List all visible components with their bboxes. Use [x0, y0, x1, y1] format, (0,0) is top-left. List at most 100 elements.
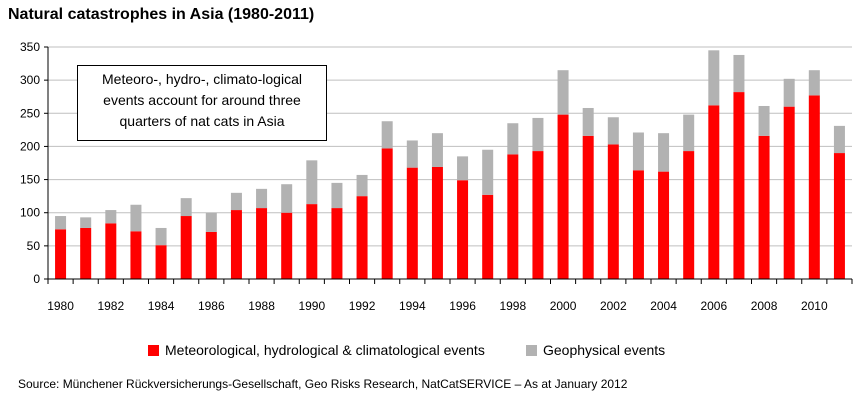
x-tick-label: 2010 — [801, 299, 828, 313]
bar-geo-2006 — [708, 50, 720, 106]
x-tick-label: 1984 — [148, 299, 175, 313]
bar-geo-1986 — [205, 212, 217, 232]
legend-item-meteo: Meteorological, hydrological & climatolo… — [148, 342, 485, 358]
x-tick-label: 1982 — [97, 299, 124, 313]
bar-meteo-2003 — [632, 170, 644, 279]
bar-meteo-2009 — [783, 106, 795, 280]
bar-meteo-2004 — [658, 171, 670, 279]
bar-geo-1991 — [331, 182, 343, 209]
x-tick-label: 2006 — [700, 299, 727, 313]
legend-swatch-geo — [526, 344, 537, 356]
bar-meteo-1982 — [105, 223, 117, 279]
bar-meteo-1990 — [306, 204, 318, 279]
y-tick-label: 300 — [20, 73, 40, 87]
bar-geo-1984 — [155, 227, 167, 246]
bar-meteo-2006 — [708, 105, 720, 280]
legend-label-geo: Geophysical events — [543, 342, 666, 358]
x-tick-label: 2004 — [650, 299, 677, 313]
x-tick-label: 2000 — [550, 299, 577, 313]
bar-geo-1988 — [256, 188, 268, 209]
bar-geo-2000 — [557, 70, 569, 115]
x-tick-label: 1992 — [349, 299, 376, 313]
bar-geo-1987 — [230, 192, 242, 211]
bar-meteo-2005 — [683, 151, 695, 279]
bar-geo-1997 — [482, 149, 494, 195]
bar-geo-2003 — [632, 132, 644, 171]
bar-geo-2002 — [607, 117, 619, 145]
annotation-line-3: quarters of nat cats in Asia — [119, 113, 285, 129]
bar-meteo-2002 — [607, 144, 619, 279]
bar-geo-1983 — [130, 204, 142, 232]
x-tick-label: 1996 — [449, 299, 476, 313]
bar-meteo-2008 — [758, 135, 770, 279]
x-tick-label: 1980 — [47, 299, 74, 313]
legend-label-meteo: Meteorological, hydrological & climatolo… — [165, 342, 485, 358]
bar-geo-1994 — [406, 140, 418, 168]
bar-meteo-1992 — [356, 196, 368, 279]
bar-geo-2009 — [783, 78, 795, 107]
legend-item-geo: Geophysical events — [526, 342, 665, 358]
bar-geo-1989 — [281, 184, 293, 213]
bar-meteo-1980 — [55, 229, 67, 279]
bar-meteo-2007 — [733, 92, 745, 280]
bar-meteo-2000 — [557, 114, 569, 280]
bar-geo-1992 — [356, 174, 368, 197]
bar-geo-1999 — [532, 117, 544, 152]
bar-meteo-1987 — [230, 210, 242, 279]
bar-meteo-1988 — [256, 208, 268, 279]
bar-geo-1998 — [507, 123, 519, 155]
bar-meteo-1981 — [80, 227, 92, 279]
bar-geo-1982 — [105, 210, 117, 224]
bar-meteo-2001 — [582, 135, 594, 279]
y-tick-label: 150 — [20, 173, 40, 187]
y-tick-label: 0 — [33, 272, 40, 286]
x-tick-label: 1990 — [298, 299, 325, 313]
x-tick-label: 2002 — [600, 299, 627, 313]
chart-title: Natural catastrophes in Asia (1980-2011) — [8, 6, 315, 23]
bar-geo-1990 — [306, 160, 318, 205]
y-tick-label: 350 — [20, 40, 40, 54]
y-tick-label: 200 — [20, 139, 40, 153]
x-tick-label: 1998 — [499, 299, 526, 313]
source-note: Source: Münchener Rückversicherungs-Gese… — [18, 377, 628, 391]
bar-geo-2010 — [808, 70, 820, 96]
bar-meteo-1999 — [532, 151, 544, 279]
bar-meteo-1998 — [507, 154, 519, 279]
y-tick-label: 250 — [20, 106, 40, 120]
bar-geo-2005 — [683, 114, 695, 152]
bar-meteo-1989 — [281, 212, 293, 279]
bar-meteo-2010 — [808, 95, 820, 279]
bar-geo-2004 — [658, 133, 670, 172]
bar-meteo-1986 — [205, 231, 217, 279]
bar-meteo-1983 — [130, 231, 142, 279]
x-tick-label: 1994 — [399, 299, 426, 313]
bar-geo-2001 — [582, 107, 594, 136]
bar-meteo-1997 — [482, 194, 494, 279]
bar-meteo-1996 — [457, 180, 469, 279]
axes: 0 50 100 150 200 250 300 350 1980 1982 1984 1986 198… — [20, 40, 853, 313]
bar-geo-1981 — [80, 217, 92, 228]
annotation-line-1: Meteoro-, hydro-, climato-logical — [102, 71, 302, 87]
bar-geo-1993 — [381, 121, 393, 149]
bar-geo-2011 — [833, 125, 845, 154]
bar-geo-2008 — [758, 105, 770, 136]
bar-meteo-1993 — [381, 148, 393, 279]
bar-meteo-1984 — [155, 245, 167, 279]
x-tick-label: 1986 — [198, 299, 225, 313]
bar-geo-1980 — [55, 216, 67, 230]
bar-meteo-1991 — [331, 208, 343, 279]
bar-meteo-1985 — [180, 216, 192, 279]
bar-geo-2007 — [733, 54, 745, 93]
annotation-line-2: events account for around three — [103, 92, 301, 108]
bar-meteo-2011 — [833, 153, 845, 279]
bar-geo-1985 — [180, 198, 192, 217]
bar-geo-1996 — [457, 156, 469, 181]
y-tick-label: 50 — [27, 239, 41, 253]
legend-swatch-meteo — [148, 344, 159, 356]
x-tick-label: 1988 — [248, 299, 275, 313]
bar-meteo-1995 — [431, 166, 443, 279]
y-tick-label: 100 — [20, 206, 40, 220]
annotation-box: Meteoro-, hydro-, climato-logical events… — [77, 65, 327, 141]
stacked-bar-chart: 0 50 100 150 200 250 300 350 1980 1982 1984 1986 198… — [20, 40, 853, 313]
bar-meteo-1994 — [406, 167, 418, 279]
